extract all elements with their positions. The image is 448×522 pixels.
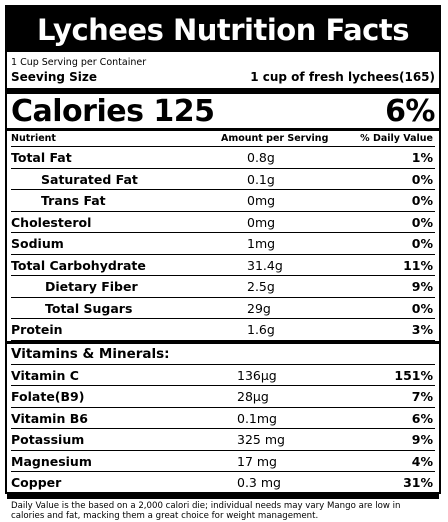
nutrient-amount: 1mg [247,236,276,251]
vitamin-name: Magnesium [11,453,92,469]
nutrient-name: Protein [11,322,63,337]
nutrient-row-dietary-fiber: Dietary Fiber 2.5g 9% [11,276,435,298]
nutrient-name: Trans Fat [41,193,106,208]
vitamin-name: Potassium [11,432,85,447]
vitamin-row-folate: Folate(B9) 28µg 7% [11,386,435,408]
vitamin-daily-value: 9% [411,432,433,447]
nutrient-daily-value: 0% [411,193,433,208]
vitamin-row-potassium: Potassium 325 mg 9% [11,429,435,451]
vitamin-amount: 325 mg [237,432,285,447]
calories-daily-value: 6% [385,93,435,129]
vitamin-amount: 28µg [237,389,269,404]
nutrient-row-cholesterol: Cholesterol 0mg 0% [11,212,435,233]
vitamin-daily-value: 151% [394,367,433,383]
nutrient-row-total-sugars: Total Sugars 29g 0% [11,298,435,319]
nutrition-label: Lychees Nutrition Facts 1 Cup Serving pe… [5,5,441,521]
nutrient-name: Total Fat [11,150,72,165]
nutrient-amount: 29g [247,300,271,316]
calories-row: Calories 125 6% [11,93,435,129]
nutrient-row-trans-fat: Trans Fat 0mg 0% [11,190,435,212]
thick-divider [7,88,439,94]
serving-size-value: 1 cup of fresh lychees(165) [250,70,435,84]
vitamin-amount: 0.3 mg [237,475,281,490]
label-title: Lychees Nutrition Facts [7,7,439,52]
nutrient-row-total-fat: Total Fat 0.8g 1% [11,147,435,169]
nutrient-row-protein: Protein 1.6g 3% [11,319,435,341]
vitamin-row-vitamin-b6: Vitamin B6 0.1mg 6% [11,408,435,429]
footnote: Daily Value is the based on a 2,000 calo… [11,500,401,522]
vitamin-daily-value: 7% [411,389,433,404]
vitamin-amount: 136µg [237,367,277,383]
nutrient-name: Sodium [11,236,64,251]
nutrient-daily-value: 1% [411,150,433,165]
header-nutrient: Nutrient [11,133,56,144]
nutrient-amount: 0mg [247,214,276,230]
nutrient-daily-value: 3% [411,322,433,337]
nutrient-daily-value: 0% [411,214,433,230]
vitamin-name: Vitamin C [11,367,79,383]
calories-label: Calories 125 [11,93,215,129]
nutrient-name: Total Sugars [45,300,133,316]
vitamin-name: Copper [11,475,62,490]
nutrient-daily-value: 9% [411,279,433,294]
vitamin-name: Folate(B9) [11,389,85,404]
nutrient-row-total-carbohydrate: Total Carbohydrate 31.4g 11% [11,255,435,276]
vitamin-row-magnesium: Magnesium 17 mg 4% [11,451,435,472]
nutrient-daily-value: 0% [411,300,433,316]
nutrient-name: Saturated Fat [41,171,138,187]
vitamin-daily-value: 6% [411,410,433,426]
nutrient-name: Dietary Fiber [45,279,138,294]
nutrient-daily-value: 0% [411,171,433,187]
nutrient-amount: 2.5g [247,279,275,294]
vitamin-amount: 17 mg [237,453,277,469]
serving-size-row: Seeving Size 1 cup of fresh lychees(165) [11,69,435,88]
medium-divider [7,128,439,131]
footnote-divider [7,492,439,499]
vitamins-title: Vitamins & Minerals: [11,344,435,365]
vitamins-divider [7,340,439,344]
nutrient-daily-value: 11% [403,257,433,273]
vitamin-name: Vitamin B6 [11,410,88,426]
nutrient-name: Cholesterol [11,214,92,230]
nutrient-amount: 31.4g [247,257,283,273]
nutrient-amount: 0.1g [247,171,275,187]
column-headers: Nutrient Amount per Serving % Daily Valu… [11,131,435,147]
vitamin-amount: 0.1mg [237,410,277,426]
nutrient-amount: 1.6g [247,322,275,337]
vitamin-row-vitamin-c: Vitamin C 136µg 151% [11,365,435,386]
nutrient-name: Total Carbohydrate [11,257,146,273]
serving-size-label: Seeving Size [11,70,98,84]
nutrient-amount: 0.8g [247,150,275,165]
nutrient-row-sodium: Sodium 1mg 0% [11,233,435,255]
header-daily-value: % Daily Value [360,133,433,144]
nutrient-amount: 0mg [247,193,276,208]
vitamin-row-copper: Copper 0.3 mg 31% [11,472,435,493]
vitamin-daily-value: 31% [403,475,433,490]
header-amount: Amount per Serving [221,133,329,144]
servings-per-container: 1 Cup Serving per Container [11,57,147,68]
nutrient-daily-value: 0% [411,236,433,251]
vitamin-daily-value: 4% [411,453,433,469]
nutrient-row-saturated-fat: Saturated Fat 0.1g 0% [11,169,435,190]
